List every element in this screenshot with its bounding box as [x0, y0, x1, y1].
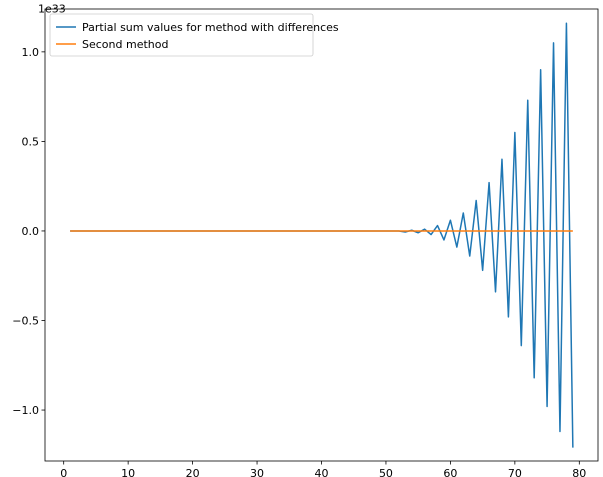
- x-tick-label: 70: [508, 467, 522, 477]
- x-tick-label: 50: [379, 467, 393, 477]
- legend-box: [49, 13, 314, 57]
- y-axis: −1.0 −0.5 0.0 0.5 1.0: [12, 46, 45, 417]
- series-layer: [70, 22, 574, 448]
- x-tick-label: 20: [186, 467, 200, 477]
- y-tick-label: −0.5: [12, 314, 39, 327]
- x-tick-label: 0: [60, 467, 67, 477]
- y-tick-label: 0.5: [22, 135, 40, 148]
- legend-label: Partial sum values for method with diffe…: [82, 21, 339, 34]
- x-tick-label: 10: [121, 467, 135, 477]
- y-tick-label: 1.0: [22, 46, 40, 59]
- y-tick-label: −1.0: [12, 404, 39, 417]
- legend: Partial sum values for method with diffe…: [49, 13, 339, 57]
- y-tick-label: 0.0: [22, 225, 40, 238]
- x-tick-label: 60: [443, 467, 457, 477]
- x-tick-label: 40: [315, 467, 329, 477]
- x-tick-label: 80: [572, 467, 586, 477]
- y-offset-text: 1e33: [38, 2, 66, 15]
- x-axis: 0 10 20 30 40 50 60 70 80: [60, 461, 586, 477]
- x-tick-label: 30: [250, 467, 264, 477]
- legend-label: Second method: [82, 38, 168, 51]
